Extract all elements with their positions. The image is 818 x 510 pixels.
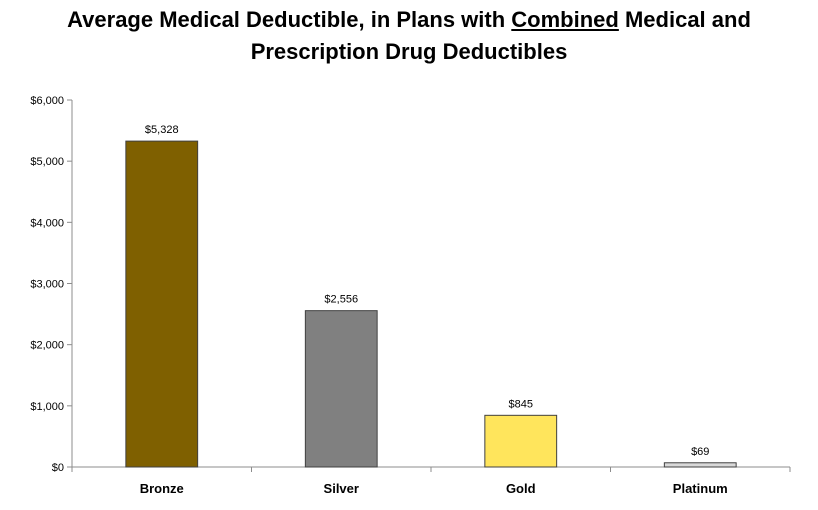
data-label-gold: $845 [509, 398, 533, 410]
y-tick-label: $4,000 [30, 217, 64, 229]
title-text-before: Average Medical Deductible, in Plans wit… [67, 7, 512, 32]
x-tick-label-silver: Silver [324, 481, 359, 496]
title-text-after: Medical and [618, 7, 751, 32]
bar-platinum [663, 462, 737, 468]
y-tick-label: $1,000 [30, 401, 64, 413]
x-tick-label-bronze: Bronze [140, 481, 184, 496]
chart-title-line-1: Average Medical Deductible, in Plans wit… [0, 4, 818, 36]
data-label-silver: $2,556 [324, 294, 358, 306]
y-tick-label: $6,000 [30, 95, 64, 107]
title-emphasis: Combined [511, 7, 619, 32]
y-tick-label: $5,000 [30, 156, 64, 168]
x-tick-label-gold: Gold [506, 481, 536, 496]
y-tick-label: $0 [52, 462, 64, 474]
x-tick-label-platinum: Platinum [673, 481, 728, 496]
y-tick-label: $2,000 [30, 340, 64, 352]
chart-title: Average Medical Deductible, in Plans wit… [0, 4, 818, 68]
y-tick-label: $3,000 [30, 279, 64, 291]
bar-silver [304, 310, 378, 468]
data-label-platinum: $69 [691, 446, 709, 458]
data-label-bronze: $5,328 [145, 124, 179, 136]
bar-gold [484, 414, 558, 468]
bar-bronze [125, 140, 199, 468]
chart-title-line-2: Prescription Drug Deductibles [250, 39, 568, 64]
